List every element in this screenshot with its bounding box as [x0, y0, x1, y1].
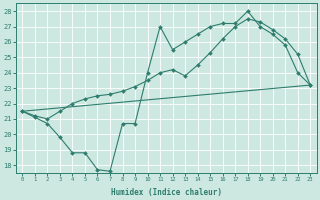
X-axis label: Humidex (Indice chaleur): Humidex (Indice chaleur) — [111, 188, 222, 197]
